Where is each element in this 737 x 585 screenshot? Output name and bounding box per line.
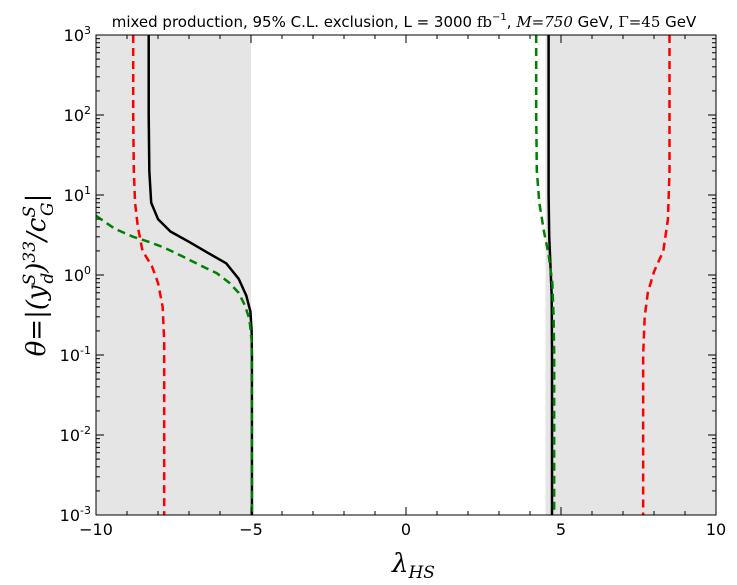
y-tick-label: 102: [64, 104, 91, 125]
y-tick-label: 10-1: [60, 344, 91, 365]
x-tick-label: −10: [79, 520, 113, 539]
x-tick-label: 10: [706, 520, 726, 539]
x-tick-label: 5: [556, 520, 566, 539]
series-red-left: [131, 35, 166, 515]
y-axis-label: θ=|(ySd)33/cSG|: [20, 194, 58, 357]
excluded-region-1: [96, 35, 251, 515]
series-red-right: [641, 35, 671, 515]
series-green-right: [534, 35, 556, 515]
x-tick-label: 0: [401, 520, 411, 539]
x-tick-label: −5: [239, 520, 263, 539]
y-tick-label: 103: [64, 24, 91, 45]
plot-frame: [95, 34, 717, 516]
y-tick-label: 101: [64, 184, 91, 205]
series-layer: [95, 35, 671, 516]
y-tick-label: 10-2: [60, 424, 91, 445]
y-tick-label: 100: [64, 264, 91, 285]
x-axis-label: λHS: [391, 549, 435, 583]
y-tick-labels: 10-3 10-2 10-1 100 101 102 103: [60, 24, 91, 525]
x-tick-labels: −10 −5 0 5 10: [79, 520, 726, 539]
chart-title: mixed production, 95% C.L. exclusion, L …: [112, 12, 697, 31]
plot-area: [95, 34, 717, 516]
series-green-left: [95, 214, 254, 516]
series-black-right: [547, 35, 554, 515]
excluded-regions: [96, 35, 716, 515]
excluded-region-2: [545, 35, 716, 515]
y-tick-label: 10-3: [60, 504, 91, 525]
